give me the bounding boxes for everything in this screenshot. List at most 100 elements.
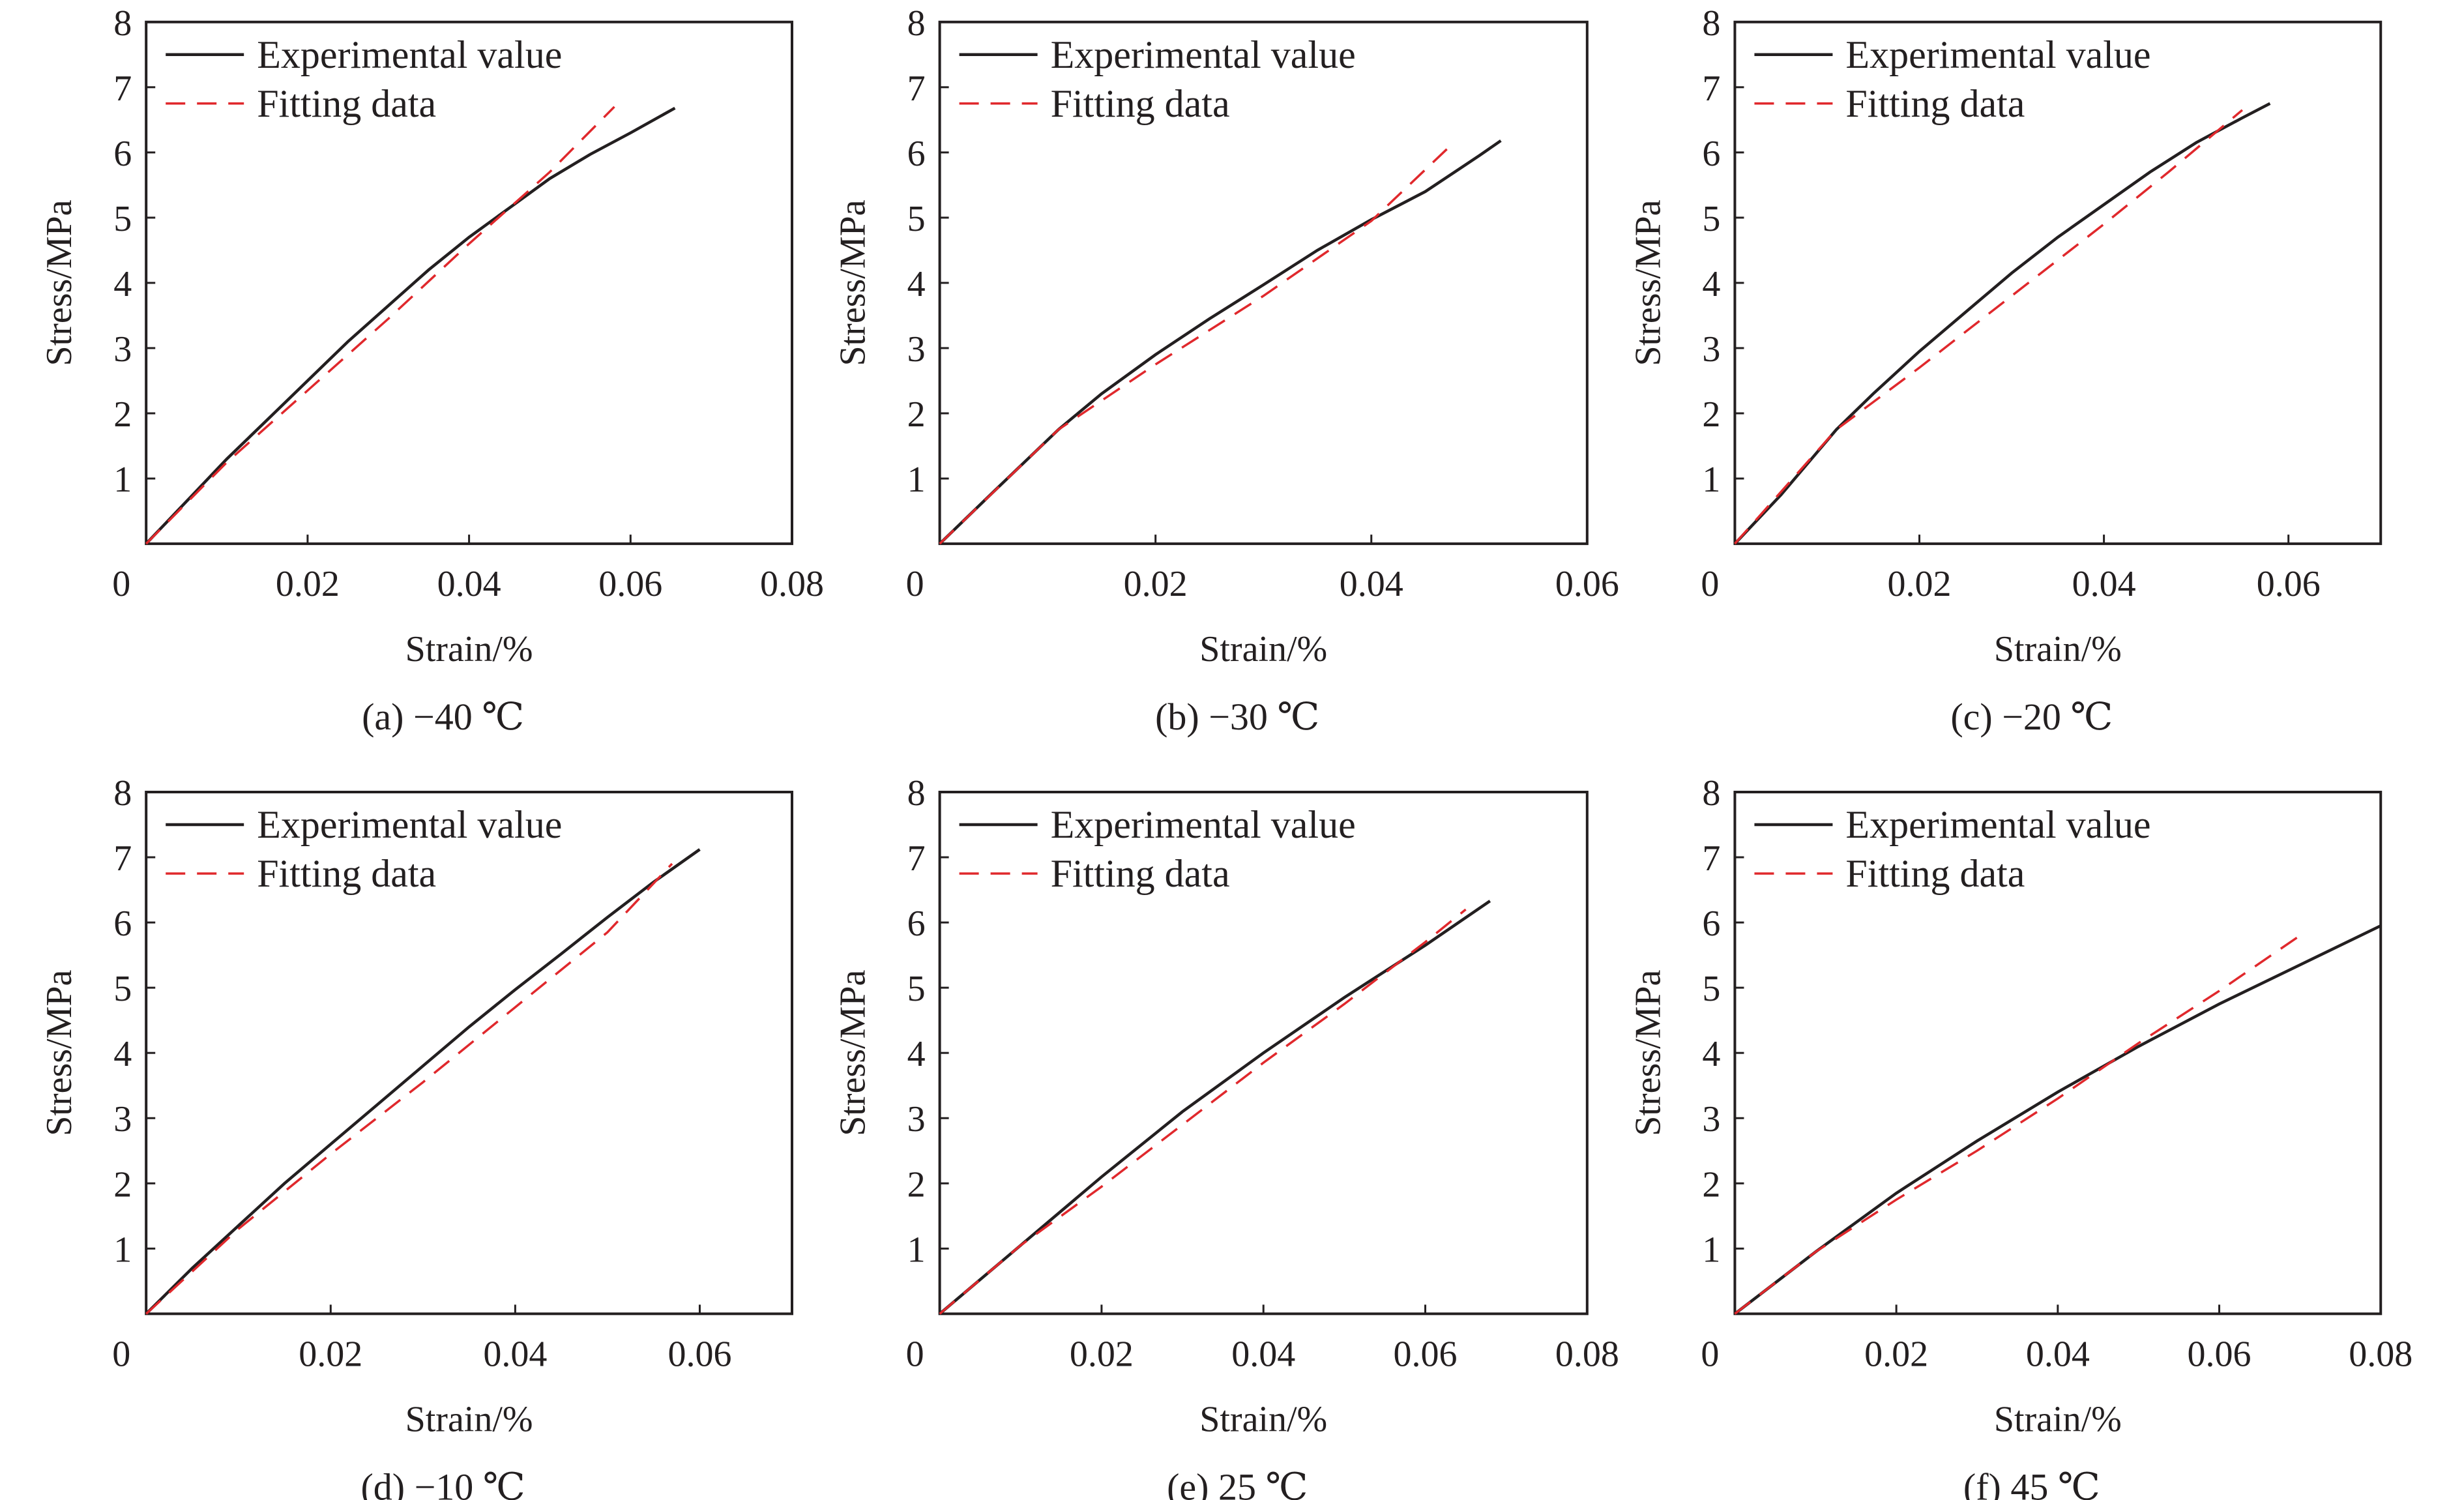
panel-b-minus-30: 1 2 3 4 5 6 7 8 0 0.02 0.04 0.06 Strain/% Stress/MPa (…: [833, 3, 1619, 738]
experimental-value-line: [1733, 102, 2271, 545]
y-tick-label: 5: [1702, 199, 1720, 239]
x-tick-label: 0.02: [299, 1334, 362, 1374]
y-tick-label: 8: [113, 3, 132, 44]
x-tick-label: 0.04: [1340, 564, 1403, 604]
x-tick-label: 0.02: [1070, 1334, 1134, 1374]
x-axis-title: Strain/%: [1994, 1399, 2122, 1439]
x-tick-label: 0.04: [483, 1334, 547, 1374]
panel-caption: (d) −10 ℃: [360, 1465, 525, 1500]
y-tick-label: 6: [907, 904, 926, 944]
legend-experimental-label: Experimental value: [1845, 803, 2150, 846]
plot-frame: [145, 20, 794, 546]
y-tick-label: 1: [907, 1229, 926, 1270]
x-tick-label: 0.08: [760, 564, 824, 604]
x-tick-label: 0.06: [667, 1334, 731, 1374]
legend-fitting-label: Fitting data: [1051, 82, 1230, 125]
y-tick-label: 6: [1702, 134, 1720, 174]
y-tick-label: 6: [1702, 904, 1720, 944]
legend-fitting-label: Fitting data: [1845, 82, 2025, 125]
experimental-value-line: [145, 848, 701, 1315]
x-tick-label: 0.04: [437, 564, 501, 604]
x-tick-label: 0.06: [598, 564, 662, 604]
y-tick-label: 8: [1702, 773, 1720, 814]
y-tick-label: 4: [113, 264, 132, 304]
y-tick-label: 5: [1702, 969, 1720, 1009]
y-axis-title: Stress/MPa: [1628, 969, 1668, 1136]
y-tick-label: 6: [113, 904, 132, 944]
x-tick-label: 0: [112, 564, 130, 604]
experimental-value-line: [939, 900, 1491, 1316]
fitting-data-line: [145, 106, 615, 545]
panel-caption: (e) 25 ℃: [1167, 1465, 1308, 1500]
fitting-data-line: [939, 148, 1448, 545]
plot-frame: [938, 20, 1589, 546]
x-tick-label: 0.04: [2026, 1334, 2090, 1374]
y-tick-label: 1: [113, 460, 132, 500]
experimental-value-line: [939, 139, 1502, 545]
y-tick-label: 4: [907, 264, 926, 304]
y-tick-label: 2: [1702, 1164, 1720, 1205]
x-axis-title: Strain/%: [405, 1399, 533, 1439]
x-tick-label: 0.04: [2072, 564, 2136, 604]
y-tick-label: 1: [907, 460, 926, 500]
legend-experimental-label: Experimental value: [257, 33, 562, 76]
panel-caption: (f) 45 ℃: [1963, 1465, 2100, 1500]
y-tick-label: 2: [907, 1164, 926, 1205]
y-tick-label: 1: [1702, 460, 1720, 500]
x-tick-label: 0.06: [1555, 564, 1619, 604]
fitting-data-line: [1734, 109, 2244, 545]
y-tick-label: 7: [113, 68, 132, 109]
y-tick-label: 3: [907, 329, 926, 370]
legend-experimental-label: Experimental value: [1051, 33, 1356, 76]
y-tick-label: 1: [1702, 1229, 1720, 1270]
fitting-data-line: [145, 862, 673, 1315]
y-tick-label: 5: [113, 969, 132, 1009]
y-tick-label: 2: [907, 394, 926, 435]
y-tick-label: 8: [1702, 3, 1720, 44]
experimental-value-line: [145, 106, 676, 545]
panel-f-45: 1 2 3 4 5 6 7 8 0 0.02 0.04 0.06 0.08 Strain/% Stress/…: [1628, 773, 2413, 1500]
y-axis-title: Stress/MPa: [39, 969, 80, 1136]
y-tick-label: 6: [907, 134, 926, 174]
legend-fitting-label: Fitting data: [257, 852, 436, 895]
x-tick-label: 0: [906, 1334, 924, 1374]
x-tick-label: 0.04: [1231, 1334, 1295, 1374]
y-tick-label: 2: [1702, 394, 1720, 435]
x-axis-title: Strain/%: [405, 629, 533, 669]
y-axis-title: Stress/MPa: [833, 969, 873, 1136]
y-tick-label: 2: [113, 1164, 132, 1205]
y-tick-label: 8: [113, 773, 132, 814]
y-tick-label: 3: [113, 329, 132, 370]
y-tick-label: 3: [113, 1099, 132, 1140]
panel-c-minus-20: 1 2 3 4 5 6 7 8 0 0.02 0.04 0.06 Strain/% Stress/MPa (…: [1628, 3, 2383, 738]
x-tick-label: 0.02: [1864, 1334, 1928, 1374]
x-tick-label: 0.06: [1394, 1334, 1458, 1374]
y-tick-label: 4: [1702, 264, 1720, 304]
y-tick-label: 7: [113, 838, 132, 879]
x-tick-label: 0.08: [2349, 1334, 2413, 1374]
legend-experimental-label: Experimental value: [1051, 803, 1356, 846]
y-tick-label: 7: [907, 838, 926, 879]
panel-d-minus-10: 1 2 3 4 5 6 7 8 0 0.02 0.04 0.06 Strain/% Stress/MPa (…: [39, 773, 794, 1500]
legend-fitting-label: Fitting data: [1051, 852, 1230, 895]
y-tick-label: 4: [1702, 1034, 1720, 1074]
x-tick-label: 0: [906, 564, 924, 604]
plot-frame: [1733, 791, 2383, 1316]
fitting-data-line: [939, 908, 1467, 1315]
panel-a-minus-40: 1 2 3 4 5 6 7 8 0 0.02 0.04 0.06 0.08 Strain/% Stress/…: [39, 3, 824, 738]
fitting-data-line: [1734, 934, 2301, 1315]
legend-fitting-label: Fitting data: [257, 82, 436, 125]
x-tick-label: 0.02: [1124, 564, 1188, 604]
y-tick-label: 4: [907, 1034, 926, 1074]
y-axis-title: Stress/MPa: [833, 199, 873, 366]
legend-experimental-label: Experimental value: [257, 803, 562, 846]
plot-frame: [145, 791, 794, 1316]
panel-caption: (c) −20 ℃: [1950, 696, 2113, 738]
y-tick-label: 5: [907, 969, 926, 1009]
x-tick-label: 0.06: [2257, 564, 2321, 604]
y-tick-label: 8: [907, 773, 926, 814]
y-tick-label: 7: [1702, 838, 1720, 879]
y-tick-label: 8: [907, 3, 926, 44]
y-tick-label: 1: [113, 1229, 132, 1270]
